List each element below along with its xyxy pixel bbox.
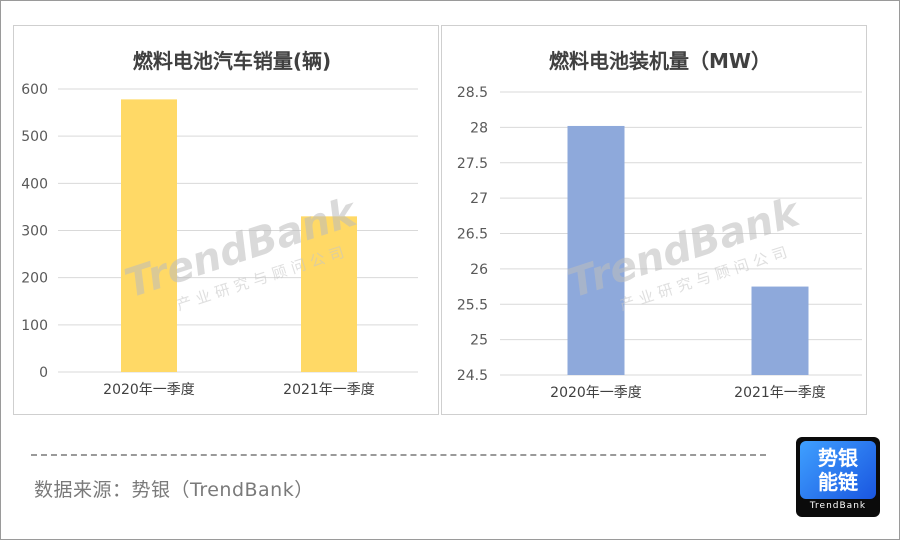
y-tick-label: 200	[21, 271, 48, 287]
logo-line-2: 能链	[818, 470, 858, 494]
x-tick-label: 2021年一季度	[283, 382, 375, 398]
y-tick-label: 26.5	[457, 227, 488, 243]
y-tick-label: 100	[21, 318, 48, 334]
y-tick-label: 0	[39, 365, 48, 381]
y-tick-label: 500	[21, 129, 48, 145]
data-source-note: 数据来源：势银（TrendBank）	[34, 479, 314, 501]
sales-chart-panel: 燃料电池汽车销量(辆) 0 100 200 300 400 500 600 2020年一季度 20…	[13, 25, 439, 415]
chart-title: 燃料电池装机量（MW）	[549, 49, 771, 73]
y-tick-label: 27	[470, 191, 488, 207]
bar	[751, 286, 809, 375]
dashed-divider	[31, 454, 766, 456]
logo-brand: TrendBank	[809, 501, 867, 511]
bar	[567, 125, 625, 376]
y-tick-label: 300	[21, 224, 48, 240]
y-tick-label: 25	[470, 333, 488, 349]
trendbank-logo: 势银 能链 TrendBank	[796, 437, 880, 517]
x-tick-label: 2021年一季度	[734, 385, 826, 401]
y-tick-label: 28	[470, 120, 488, 136]
sales-chart: 燃料电池汽车销量(辆) 0 100 200 300 400 500 600 2020年一季度 20…	[21, 49, 418, 398]
x-tick-label: 2020年一季度	[550, 385, 642, 401]
capacity-chart: 燃料电池装机量（MW） 24.5 25 25.5 26 26.5 27 27.5 28 28.5 2…	[457, 49, 862, 401]
logo-badge: 势银 能链	[800, 441, 876, 499]
bar	[121, 99, 177, 373]
x-tick-label: 2020年一季度	[103, 382, 195, 398]
y-tick-label: 25.5	[457, 297, 488, 313]
y-tick-label: 28.5	[457, 85, 488, 101]
y-tick-label: 400	[21, 176, 48, 192]
capacity-chart-panel: 燃料电池装机量（MW） 24.5 25 25.5 26 26.5 27 27.5 28 28.5 2…	[441, 25, 867, 415]
bar	[301, 216, 357, 372]
y-tick-label: 27.5	[457, 156, 488, 172]
y-tick-label: 600	[21, 82, 48, 98]
y-tick-label: 26	[470, 262, 488, 278]
chart-title: 燃料电池汽车销量(辆)	[133, 49, 331, 73]
logo-line-1: 势银	[818, 446, 858, 470]
y-tick-label: 24.5	[457, 368, 488, 384]
